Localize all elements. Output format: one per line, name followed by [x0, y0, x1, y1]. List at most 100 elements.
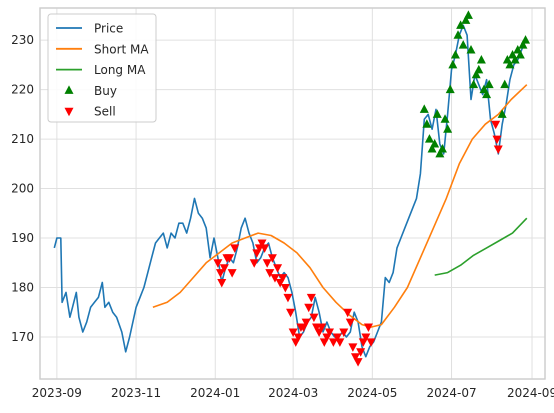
- sell-marker: [332, 333, 342, 342]
- sell-marker: [301, 318, 311, 328]
- buy-marker: [424, 134, 434, 143]
- legend-swatch-sell: [64, 107, 74, 117]
- sell-marker: [219, 264, 229, 273]
- buy-marker: [437, 143, 447, 153]
- x-tick-label: 2024-01: [190, 386, 240, 400]
- sell-marker: [267, 254, 277, 263]
- axes-frame: [39, 7, 546, 380]
- sell-marker: [343, 308, 353, 318]
- sell-marker: [257, 239, 267, 248]
- x-tick-label: 2024-05: [347, 386, 397, 400]
- sell-marker: [348, 343, 358, 352]
- sell-marker: [278, 274, 288, 283]
- buy-marker: [463, 10, 473, 19]
- y-tick-label: 190: [11, 231, 34, 245]
- sell-marker: [350, 353, 360, 362]
- buy-marker: [419, 104, 429, 113]
- x-tick-label: 2024-09: [507, 386, 554, 400]
- buy-marker: [515, 49, 525, 59]
- x-tick-label: 2024-07: [426, 386, 476, 400]
- sell-marker: [353, 358, 363, 367]
- series-line-long-ma: [434, 217, 528, 276]
- sell-marker: [230, 244, 240, 253]
- buy-marker: [484, 79, 494, 89]
- x-tick-label: 2024-03: [268, 386, 318, 400]
- buy-marker: [443, 124, 453, 133]
- buy-marker: [461, 15, 471, 24]
- sell-marker: [335, 338, 345, 347]
- sell-marker: [293, 333, 303, 342]
- buy-marker: [474, 64, 484, 74]
- sell-marker: [283, 293, 293, 303]
- y-tick-label: 200: [11, 182, 34, 196]
- sell-marker: [270, 274, 280, 283]
- sell-marker: [493, 145, 503, 154]
- sell-marker: [328, 338, 338, 347]
- buy-marker: [427, 143, 437, 153]
- sell-marker: [306, 293, 316, 303]
- buy-marker: [432, 109, 442, 118]
- sell-marker: [215, 269, 225, 278]
- sell-marker: [260, 244, 270, 253]
- x-tick-labels: 2023-09 2023-11 2024-01 2024-03 2024-05 2024-…: [32, 386, 554, 400]
- x-tick-label: 2023-11: [111, 386, 161, 400]
- sell-marker: [265, 269, 275, 278]
- sell-marker: [366, 338, 376, 347]
- buy-marker: [471, 69, 481, 79]
- y-tick-label: 220: [11, 83, 34, 97]
- sell-marker: [324, 328, 334, 338]
- sell-marker: [280, 283, 290, 293]
- sell-marker: [345, 318, 355, 328]
- buy-marker: [500, 79, 510, 89]
- sell-marker: [361, 333, 371, 342]
- legend-label: Long MA: [94, 63, 146, 77]
- legend-label: Short MA: [94, 42, 149, 56]
- sell-marker: [249, 259, 259, 268]
- y-tick-label: 170: [11, 330, 34, 344]
- buy-marker: [482, 89, 492, 99]
- buy-marker: [469, 79, 479, 89]
- sell-marker: [491, 120, 501, 130]
- sell-marker: [356, 348, 366, 357]
- sell-marker: [286, 308, 296, 318]
- buy-marker: [435, 148, 445, 158]
- sell-marker: [339, 328, 349, 338]
- buy-marker: [448, 59, 458, 69]
- buy-marker: [518, 40, 528, 49]
- buy-marker: [453, 30, 463, 39]
- buy-marker: [456, 20, 466, 29]
- buy-marker: [510, 54, 520, 64]
- y-tick-label: 230: [11, 33, 34, 47]
- y-tick-label: 210: [11, 132, 34, 146]
- sell-marker: [213, 259, 223, 268]
- sell-marker: [363, 323, 373, 333]
- buy-marker: [497, 109, 507, 118]
- buy-marker: [440, 114, 450, 123]
- sell-marker: [317, 323, 327, 333]
- sell-marker: [492, 135, 502, 145]
- legend-swatch-buy: [64, 85, 74, 94]
- sell-marker: [288, 328, 298, 338]
- buy-marker: [422, 119, 432, 128]
- y-tick-labels: 170 180 190 200 210 220 230: [11, 33, 34, 344]
- series-line-short-ma: [152, 84, 528, 328]
- sell-marker: [262, 259, 272, 268]
- legend: Price Short MA Long MA Buy Sell: [47, 13, 157, 123]
- sell-marker: [273, 264, 283, 273]
- buy-marker: [450, 49, 460, 59]
- sell-marker: [217, 279, 227, 288]
- buy-marker: [445, 84, 455, 94]
- y-tick-label: 180: [11, 280, 34, 294]
- legend-label: Buy: [94, 84, 117, 98]
- buy-marker: [521, 35, 531, 44]
- marker-layer: [213, 10, 531, 367]
- buy-marker: [466, 45, 476, 54]
- buy-marker: [505, 59, 515, 69]
- sell-marker: [227, 269, 237, 278]
- legend-label: Sell: [94, 105, 116, 119]
- buy-marker: [458, 40, 468, 49]
- sell-marker: [309, 313, 319, 323]
- x-tick-label: 2023-09: [32, 386, 82, 400]
- buy-marker: [430, 139, 440, 148]
- legend-box: [47, 13, 157, 123]
